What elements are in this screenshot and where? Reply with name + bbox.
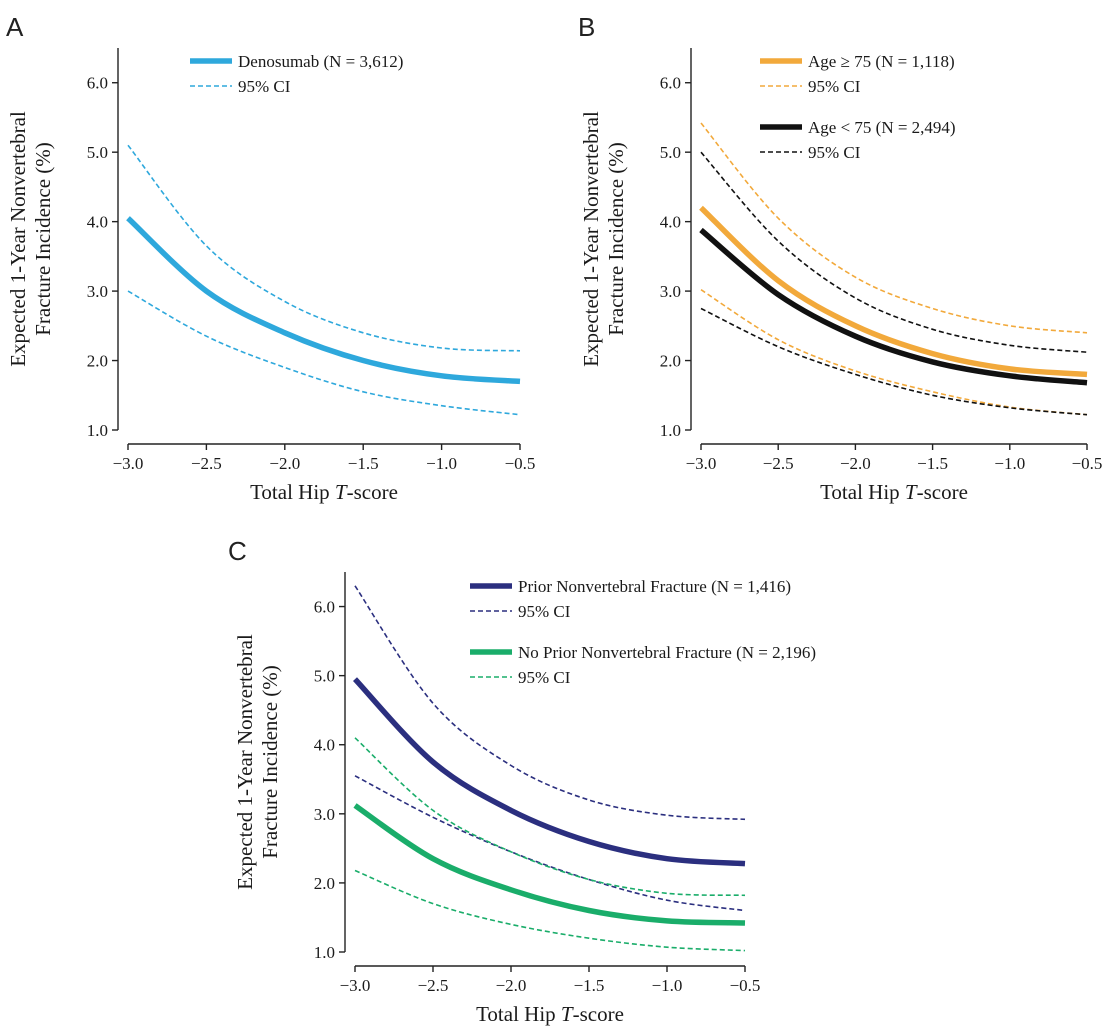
panel-b-x-tick-label: −1.5 — [917, 454, 948, 473]
panel-a-y-tick-label: 6.0 — [87, 74, 108, 93]
panel-a-y-tick-label: 3.0 — [87, 282, 108, 301]
panel-a-x-tick-label: −3.0 — [113, 454, 144, 473]
panel-c-y-tick-label: 5.0 — [314, 667, 335, 686]
panel-b-y-tick-label: 4.0 — [660, 213, 681, 232]
panel-b-y-tick-label: 6.0 — [660, 74, 681, 93]
panel-a-x-tick-label: −2.5 — [191, 454, 222, 473]
panel-c-y-tick-label: 2.0 — [314, 874, 335, 893]
panel-c-x-tick-label: −3.0 — [340, 976, 371, 995]
panel-c-legend-label: Prior Nonvertebral Fracture (N = 1,416) — [518, 577, 791, 596]
panel-a-y-tick-label: 5.0 — [87, 143, 108, 162]
panel-b-letter: B — [578, 12, 595, 42]
panel-b-y-axis-title-line-1: Expected 1-Year Nonvertebral — [579, 111, 603, 367]
panel-a-legend: Denosumab (N = 3,612) 95% CI — [190, 52, 403, 96]
panel-a-legend-label: 95% CI — [238, 77, 291, 96]
panel-c-legend-label: 95% CI — [518, 668, 571, 687]
panel-a-legend-label: Denosumab (N = 3,612) — [238, 52, 403, 71]
panel-c-y-tick-label: 3.0 — [314, 805, 335, 824]
panel-c-y-tick-label: 6.0 — [314, 598, 335, 617]
panel-a-y-axis-title-line-1: Expected 1-Year Nonvertebral — [6, 111, 30, 367]
panel-c-x-tick-label: −0.5 — [730, 976, 761, 995]
panel-c-x-tick-label: −2.5 — [418, 976, 449, 995]
panel-b-x-axis-title: Total Hip T-score — [820, 480, 968, 504]
panel-c-x-tick-label: −2.0 — [496, 976, 527, 995]
panel-c-x-tick-label: −1.0 — [652, 976, 683, 995]
panel-a-series-0-line — [126, 216, 521, 385]
panel-b-x-tick-label: −3.0 — [686, 454, 717, 473]
panel-b-y-tick-label: 2.0 — [660, 352, 681, 371]
panel-a: A 1.0 2.0 3.0 4.0 5.0 6.0 −3.0 −2.5 −2.0 −1.5 −1.0 −… — [6, 12, 535, 504]
panel-b-legend-label: Age ≥ 75 (N = 1,118) — [808, 52, 955, 71]
panel-b: B 1.0 2.0 3.0 4.0 5.0 6.0 −3.0 −2.5 −2.0 −1.5 −1.0 −… — [578, 12, 1102, 504]
panel-a-x-tick-label: −2.0 — [269, 454, 300, 473]
panel-c-y-tick-label: 1.0 — [314, 943, 335, 962]
panel-b-series-1-ci-line — [700, 122, 1088, 334]
panel-c-series-3-line — [353, 803, 746, 926]
panel-b-legend-label: 95% CI — [808, 77, 861, 96]
panel-c-y-axis-title-line-1: Expected 1-Year Nonvertebral — [233, 634, 257, 890]
panel-b-legend: Age ≥ 75 (N = 1,118) 95% CI Age < 75 (N = … — [760, 52, 956, 162]
panel-b-series-0-line — [699, 205, 1088, 378]
panel-a-y-axis-title-line-2: Fracture Incidence (%) — [31, 142, 55, 336]
panel-b-y-axis-title-line-2: Fracture Incidence (%) — [604, 142, 628, 336]
panel-a-letter: A — [6, 12, 24, 42]
panel-c-legend-label: 95% CI — [518, 602, 571, 621]
panel-c-x-tick-label: −1.5 — [574, 976, 605, 995]
panel-c-y-axis-title-line-2: Fracture Incidence (%) — [258, 665, 282, 859]
panel-c-x-axis-title: Total Hip T-score — [476, 1002, 624, 1026]
panel-b-y-tick-label: 1.0 — [660, 421, 681, 440]
panel-a-y-tick-label: 2.0 — [87, 352, 108, 371]
panel-a-x-tick-label: −1.0 — [426, 454, 457, 473]
panel-c-series-1-ci-line — [354, 585, 746, 821]
panel-a-series-2-ci-line — [127, 290, 521, 416]
panel-a-x-axis-title: Total Hip T-score — [250, 480, 398, 504]
panel-c-series-4-ci-line — [354, 737, 746, 897]
panel-c-series-2-ci-line — [354, 775, 746, 912]
panel-b-series-3-line — [699, 227, 1088, 386]
panel-a-series-1-ci-line — [127, 144, 521, 352]
panel-b-x-tick-label: −0.5 — [1072, 454, 1103, 473]
panel-b-series-5-ci-line — [700, 307, 1088, 416]
panel-b-y-tick-label: 5.0 — [660, 143, 681, 162]
panel-c: C 1.0 2.0 3.0 4.0 5.0 6.0 −3.0 −2.5 −2.0 −1.5 −1.0 −… — [228, 536, 816, 1026]
panel-a-x-tick-label: −1.5 — [348, 454, 379, 473]
panel-b-x-tick-label: −2.5 — [763, 454, 794, 473]
panel-b-legend-label: Age < 75 (N = 2,494) — [808, 118, 956, 137]
panel-a-x-tick-label: −0.5 — [505, 454, 536, 473]
panel-b-legend-label: 95% CI — [808, 143, 861, 162]
panel-b-x-tick-label: −1.0 — [994, 454, 1025, 473]
panel-a-y-tick-label: 1.0 — [87, 421, 108, 440]
panel-b-x-tick-label: −2.0 — [840, 454, 871, 473]
panel-b-y-tick-label: 3.0 — [660, 282, 681, 301]
panel-c-series-5-ci-line — [354, 869, 746, 952]
panel-c-legend-label: No Prior Nonvertebral Fracture (N = 2,19… — [518, 643, 816, 662]
panel-c-series-0-line — [352, 677, 746, 867]
panel-c-letter: C — [228, 536, 247, 566]
panel-b-series-4-ci-line — [700, 151, 1088, 353]
panel-c-legend: Prior Nonvertebral Fracture (N = 1,416) 9… — [470, 577, 816, 687]
panel-c-y-tick-label: 4.0 — [314, 736, 335, 755]
panel-a-y-tick-label: 4.0 — [87, 213, 108, 232]
